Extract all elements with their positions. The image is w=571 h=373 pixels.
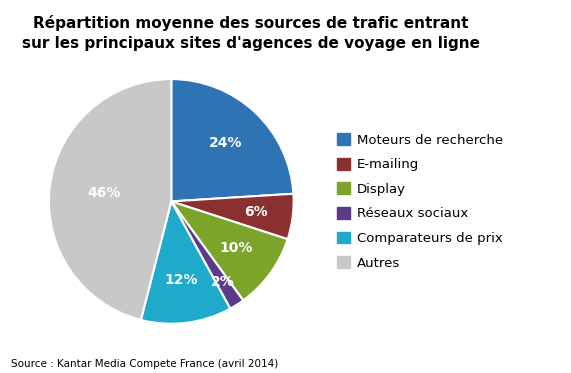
Wedge shape (171, 201, 243, 308)
Text: Source : Kantar Media Compete France (avril 2014): Source : Kantar Media Compete France (av… (11, 359, 279, 369)
Wedge shape (141, 201, 230, 324)
Wedge shape (171, 79, 293, 201)
Text: 2%: 2% (211, 275, 234, 289)
Wedge shape (49, 79, 171, 320)
Text: 12%: 12% (164, 273, 198, 287)
Wedge shape (171, 194, 293, 239)
Text: 6%: 6% (244, 205, 268, 219)
Legend: Moteurs de recherche, E-mailing, Display, Réseaux sociaux, Comparateurs de prix,: Moteurs de recherche, E-mailing, Display… (337, 133, 503, 270)
Wedge shape (171, 201, 288, 300)
Text: 10%: 10% (219, 241, 252, 255)
Text: 46%: 46% (88, 186, 121, 200)
Text: 24%: 24% (209, 137, 243, 150)
Text: Répartition moyenne des sources de trafic entrant
sur les principaux sites d'age: Répartition moyenne des sources de trafi… (22, 15, 480, 51)
